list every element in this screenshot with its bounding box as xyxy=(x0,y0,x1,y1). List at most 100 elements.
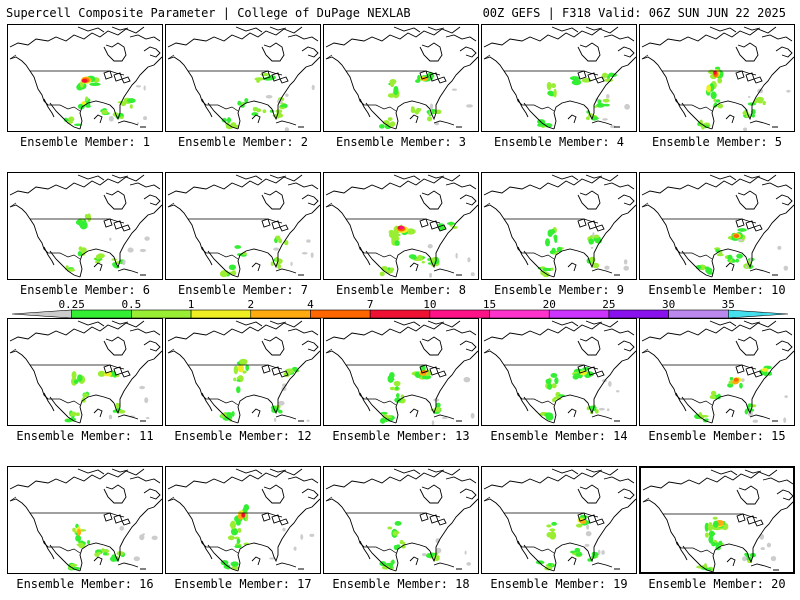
colorbar-segment xyxy=(608,309,669,319)
ensemble-member-map[interactable] xyxy=(323,24,479,132)
ensemble-member-map[interactable] xyxy=(481,24,637,132)
scp-shade xyxy=(394,240,400,246)
coastline xyxy=(735,42,759,62)
scp-contour xyxy=(538,411,554,421)
coastline xyxy=(143,488,161,500)
colorbar-segment xyxy=(369,309,431,319)
coastline xyxy=(365,396,397,424)
coastline xyxy=(129,328,161,336)
scp-shade xyxy=(108,414,113,420)
coastline xyxy=(287,476,319,484)
ensemble-member-label: Ensemble Member: 14 xyxy=(490,429,628,443)
colorbar-segment xyxy=(429,309,490,319)
coastline xyxy=(271,204,320,269)
scp-shade xyxy=(84,96,89,103)
scp-shade xyxy=(143,85,146,91)
coastline xyxy=(517,392,529,412)
north-america-map xyxy=(9,174,162,278)
coastline xyxy=(746,501,793,564)
country-border xyxy=(483,54,491,60)
ensemble-member-map[interactable] xyxy=(7,466,163,574)
scp-contour xyxy=(220,559,239,570)
scp-shade xyxy=(118,409,126,414)
coastline xyxy=(143,46,161,58)
coastline xyxy=(483,468,619,490)
scp-shade xyxy=(234,245,242,249)
scp-shade xyxy=(310,252,314,258)
north-america-map xyxy=(641,26,794,131)
ensemble-member-map[interactable] xyxy=(639,466,795,574)
header: Supercell Composite Parameter | College … xyxy=(0,0,800,22)
scp-shade xyxy=(707,522,713,532)
scp-shade xyxy=(306,239,311,243)
scp-shade xyxy=(556,246,562,253)
scp-shade xyxy=(69,563,76,568)
coastline xyxy=(553,394,589,424)
ensemble-member-label: Ensemble Member: 6 xyxy=(19,283,151,297)
scp-shade xyxy=(387,93,395,98)
scp-shade xyxy=(551,521,557,526)
scp-contour xyxy=(233,358,250,375)
ensemble-member-map[interactable] xyxy=(481,466,637,574)
scp-shade xyxy=(421,260,425,264)
ensemble-member-map[interactable] xyxy=(323,172,479,280)
ensemble-member-map[interactable] xyxy=(165,318,321,426)
scp-shade xyxy=(592,231,595,238)
north-america-map xyxy=(167,26,320,131)
coastline xyxy=(709,174,761,181)
country-border xyxy=(364,104,397,112)
country-border xyxy=(267,512,283,518)
country-border xyxy=(522,252,555,260)
ensemble-member-map[interactable] xyxy=(7,172,163,280)
ensemble-member-map[interactable] xyxy=(639,24,795,132)
ensemble-member-map[interactable] xyxy=(323,466,479,574)
ensemble-member-map[interactable] xyxy=(7,318,163,426)
scp-shade xyxy=(451,88,458,91)
scp-shade xyxy=(391,236,395,244)
ensemble-member-label: Ensemble Member: 7 xyxy=(177,283,309,297)
coastline xyxy=(429,350,478,415)
scp-contour xyxy=(379,265,395,277)
coastline xyxy=(43,246,55,266)
country-border xyxy=(48,104,81,112)
country-border xyxy=(641,348,649,354)
coastline xyxy=(261,218,289,232)
coastline xyxy=(735,190,759,210)
coastline xyxy=(207,102,239,130)
coastline xyxy=(207,544,239,572)
scp-shade xyxy=(306,419,310,422)
ensemble-member-map[interactable] xyxy=(639,318,795,426)
scp-shade xyxy=(435,256,439,263)
coastline xyxy=(736,485,760,505)
coastline xyxy=(9,350,49,400)
coastline xyxy=(251,114,261,124)
ensemble-member-map[interactable] xyxy=(7,24,163,132)
colorbar-tick-label: 25 xyxy=(602,298,616,311)
coastline xyxy=(103,218,131,232)
ensemble-member-map[interactable] xyxy=(165,466,321,574)
scp-shade xyxy=(388,229,394,235)
ensemble-member-map[interactable] xyxy=(481,318,637,426)
ensemble-member-map[interactable] xyxy=(481,172,637,280)
coastline xyxy=(725,408,735,418)
scp-shade xyxy=(729,377,734,381)
scp-shade xyxy=(237,100,242,106)
ensemble-member-map[interactable] xyxy=(165,172,321,280)
scp-contour xyxy=(380,411,395,424)
colorbar-tick-label: 0.5 xyxy=(121,298,142,311)
country-border xyxy=(425,70,441,76)
scp-shade xyxy=(288,368,293,373)
scp-contour xyxy=(545,372,559,390)
country-border xyxy=(641,202,649,208)
ensemble-member-map[interactable] xyxy=(323,318,479,426)
scp-shade xyxy=(742,556,747,562)
ensemble-member-map[interactable] xyxy=(165,24,321,132)
coastline xyxy=(271,498,320,563)
coastline xyxy=(79,542,115,572)
ensemble-member-map[interactable] xyxy=(639,172,795,280)
coastline xyxy=(761,328,793,336)
scp-shade xyxy=(713,98,717,102)
coastline xyxy=(523,250,555,278)
scp-shade xyxy=(435,402,441,408)
country-border xyxy=(680,398,713,406)
